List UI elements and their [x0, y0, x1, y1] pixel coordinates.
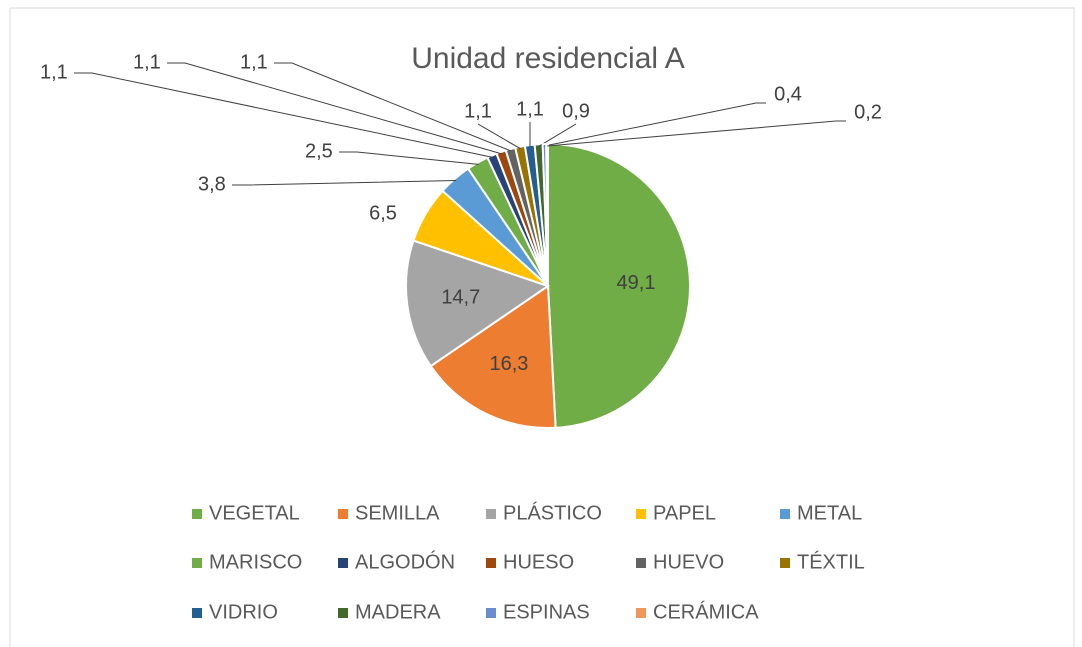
legend-label: PLÁSTICO	[503, 501, 602, 524]
data-label: 1,1	[40, 61, 68, 83]
legend-label: TÉXTIL	[797, 550, 865, 573]
leader-line	[547, 120, 846, 147]
legend-swatch	[780, 558, 790, 568]
legend-swatch	[192, 608, 202, 618]
legend-swatch	[780, 509, 790, 519]
legend-label: ESPINAS	[503, 601, 590, 623]
pie-slice	[405, 239, 551, 368]
data-label: 49,1	[617, 272, 656, 294]
data-label: 6,5	[369, 202, 397, 224]
legend-label: MARISCO	[209, 551, 302, 573]
legend-swatch	[338, 558, 348, 568]
leader-line	[167, 62, 502, 155]
pie-slice	[545, 142, 549, 287]
legend-label: HUESO	[503, 551, 574, 573]
legend-swatch	[486, 608, 496, 618]
legend-swatch	[636, 608, 646, 618]
legend-label: VIDRIO	[209, 601, 278, 623]
legend-swatch	[636, 509, 646, 519]
data-label: 1,1	[516, 98, 544, 120]
data-label: 1,1	[133, 51, 161, 73]
legend-swatch	[486, 509, 496, 519]
legend-swatch	[636, 558, 646, 568]
data-label: 14,7	[441, 286, 480, 308]
data-label: 0,2	[854, 101, 882, 123]
data-label: 1,1	[240, 51, 268, 73]
data-label: 0,9	[562, 100, 590, 122]
leader-line	[538, 123, 577, 147]
legend-label: PAPEL	[653, 502, 716, 524]
legend-swatch	[338, 608, 348, 618]
data-label: 2,5	[305, 140, 333, 162]
data-label: 1,1	[464, 100, 492, 122]
leader-line	[544, 102, 766, 147]
leader-line	[232, 179, 457, 186]
chart-title: Unidad residencial A	[411, 42, 685, 75]
legend-swatch	[192, 509, 202, 519]
data-label: 3,8	[198, 173, 226, 195]
legend-label: ALGODÓN	[355, 550, 455, 573]
legend-label: MADERA	[355, 601, 441, 623]
data-label: 0,4	[774, 83, 802, 105]
legend-swatch	[338, 509, 348, 519]
legend-label: METAL	[797, 502, 862, 524]
leader-line	[339, 151, 479, 165]
legend-label: SEMILLA	[355, 502, 440, 524]
legend-label: CERÁMICA	[653, 600, 759, 623]
leader-line	[74, 72, 493, 158]
pie-slice	[429, 284, 557, 429]
leader-line	[477, 123, 521, 150]
legend-swatch	[486, 558, 496, 568]
legend-swatch	[192, 558, 202, 568]
legend-label: VEGETAL	[209, 502, 300, 524]
data-label: 16,3	[490, 353, 529, 375]
legend-label: HUEVO	[653, 551, 724, 573]
leader-line	[274, 62, 512, 152]
pie-slice	[547, 142, 691, 429]
